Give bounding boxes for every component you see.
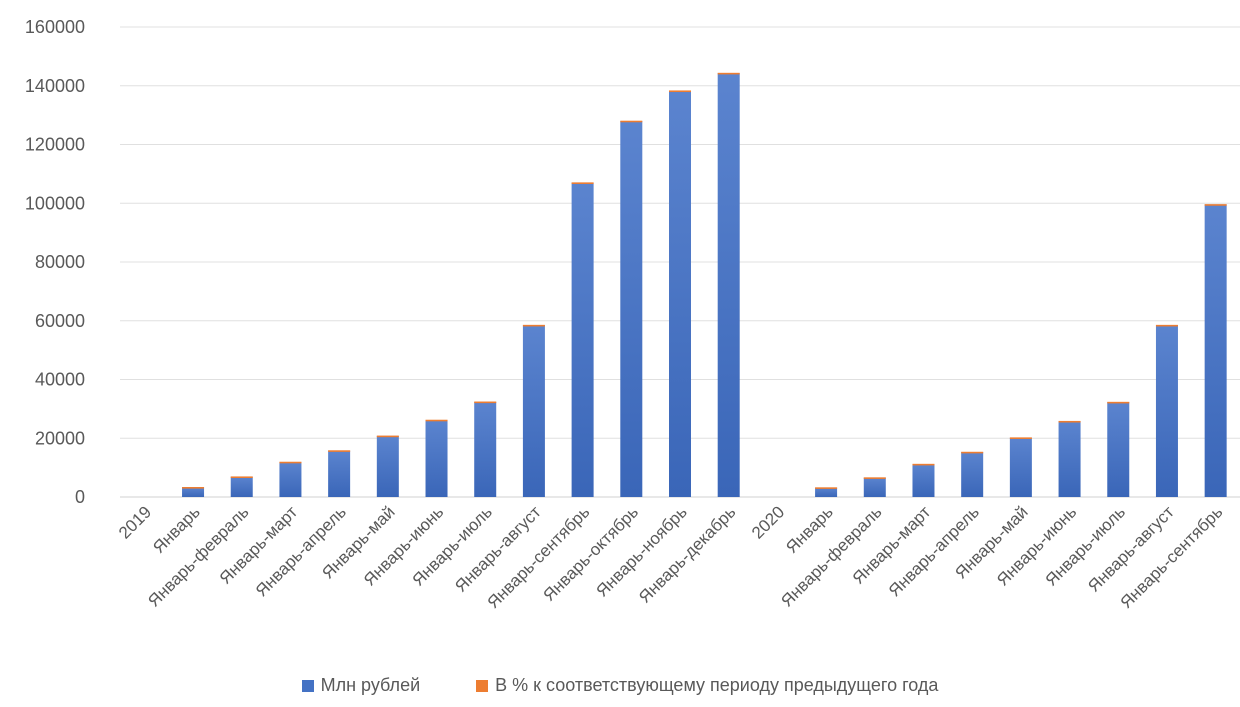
legend-item-series-2: В % к соответствующему периоду предыдуще… (476, 675, 938, 696)
y-tick-label: 20000 (35, 428, 85, 448)
bar-percent (182, 487, 205, 489)
bar-percent (376, 435, 399, 438)
bar-mln-rub (1204, 204, 1227, 498)
y-tick-label: 120000 (25, 135, 85, 155)
bar-percent (1058, 420, 1081, 423)
bar-percent (961, 451, 984, 454)
y-tick-label: 0 (75, 487, 85, 507)
bar-percent (425, 419, 448, 422)
bar-percent (1107, 401, 1130, 404)
bar-mln-rub (863, 477, 886, 497)
bar-mln-rub (1155, 325, 1178, 497)
bar-percent (328, 450, 351, 452)
bar-mln-rub (669, 90, 691, 498)
y-tick-label: 160000 (25, 17, 85, 37)
x-tick-label: Январь-август (1084, 502, 1178, 596)
bar-percent (863, 477, 886, 479)
legend-swatch-series-2 (476, 679, 489, 692)
bar-mln-rub (571, 182, 594, 497)
bar-percent (279, 461, 302, 464)
bar-percent (1155, 324, 1178, 327)
bar-mln-rub (1058, 421, 1081, 497)
bar-mln-rub (230, 476, 253, 497)
y-tick-label: 40000 (35, 370, 85, 390)
legend-label-series-2: В % к соответствующему периоду предыдуще… (495, 675, 939, 695)
bar-mln-rub (376, 435, 399, 497)
bar-mln-rub (620, 121, 643, 497)
bar-mln-rub (425, 420, 448, 497)
bar-percent (717, 72, 740, 75)
bar-mln-rub (1107, 402, 1130, 497)
bar-percent (230, 476, 253, 479)
bar-percent (620, 120, 643, 123)
bar-mln-rub (961, 452, 984, 497)
bar-mln-rub (717, 73, 740, 498)
bar-percent (815, 487, 838, 489)
bar-percent (669, 90, 691, 93)
bar-chart-plot: 0 20000 40000 60000 80000 100000 120000 140000 1… (25, 17, 1240, 612)
bar-percent (1204, 204, 1227, 206)
bar-mln-rub (279, 462, 302, 497)
bar-mln-rub (912, 464, 935, 497)
legend-label-series-1: Млн рублей (320, 675, 421, 695)
legend-item-series-1: Млн рублей (301, 675, 421, 696)
x-tick-label: Январь-август (451, 502, 545, 596)
x-tick-label: 2020 (748, 502, 788, 542)
bar-percent (522, 324, 545, 327)
bar-mln-rub (815, 487, 838, 497)
y-tick-label: 80000 (35, 252, 85, 272)
bar-mln-rub (328, 450, 351, 497)
y-tick-label: 100000 (25, 193, 85, 213)
bar-mln-rub (182, 487, 205, 497)
bar-mln-rub (522, 325, 545, 497)
bar-mln-rub (474, 401, 497, 497)
x-tick-label: 2019 (115, 502, 155, 542)
legend-swatch-series-1 (301, 679, 314, 692)
y-tick-label: 140000 (25, 76, 85, 96)
bar-percent (912, 463, 935, 466)
bar-percent (474, 401, 497, 404)
bar-mln-rub (1009, 437, 1032, 497)
y-tick-label: 60000 (35, 311, 85, 331)
bar-percent (571, 182, 594, 184)
bar-percent (1009, 437, 1032, 439)
legend: Млн рублей В % к соответствующему период… (0, 675, 1240, 696)
